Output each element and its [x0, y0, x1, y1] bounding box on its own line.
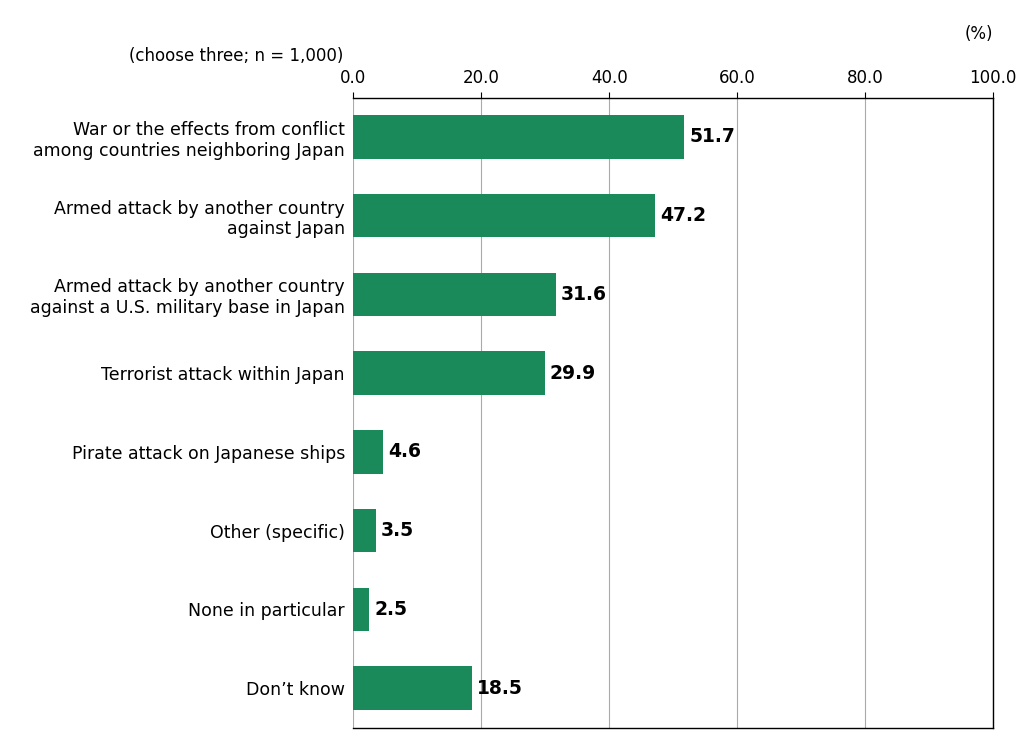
Text: 51.7: 51.7	[689, 128, 735, 146]
Bar	[353, 194, 655, 237]
Text: 29.9: 29.9	[550, 364, 596, 382]
Bar	[353, 273, 555, 316]
Bar	[353, 116, 684, 158]
Bar	[353, 430, 383, 473]
Text: 18.5: 18.5	[477, 679, 522, 698]
Text: 31.6: 31.6	[561, 285, 606, 304]
Text: 3.5: 3.5	[381, 521, 414, 540]
Bar	[353, 588, 370, 631]
Text: 2.5: 2.5	[375, 600, 408, 619]
Text: (choose three; n = 1,000): (choose three; n = 1,000)	[129, 47, 343, 65]
Text: (%): (%)	[965, 25, 993, 43]
Text: 47.2: 47.2	[660, 206, 707, 225]
Bar	[353, 667, 472, 710]
Text: 4.6: 4.6	[388, 442, 421, 461]
Bar	[353, 352, 545, 395]
Bar	[353, 509, 376, 552]
